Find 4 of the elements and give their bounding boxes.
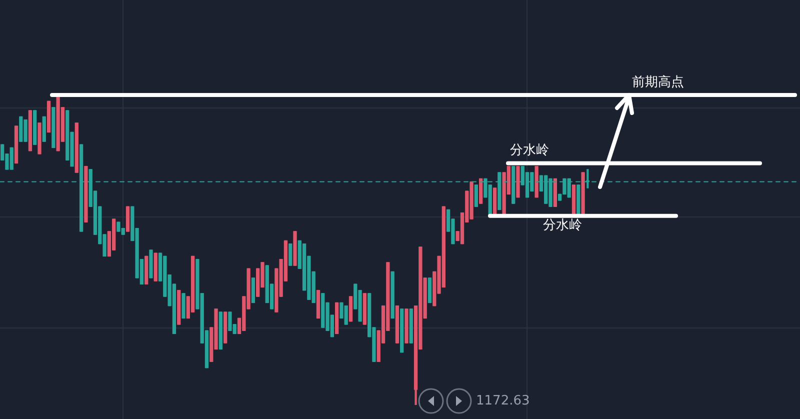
ref-line-label: 分水岭 <box>510 143 549 158</box>
ref-line-label: 前期高点 <box>632 74 684 90</box>
annotation: 1172.63 <box>476 393 530 408</box>
ref-line-label: 分水岭 <box>543 218 582 233</box>
